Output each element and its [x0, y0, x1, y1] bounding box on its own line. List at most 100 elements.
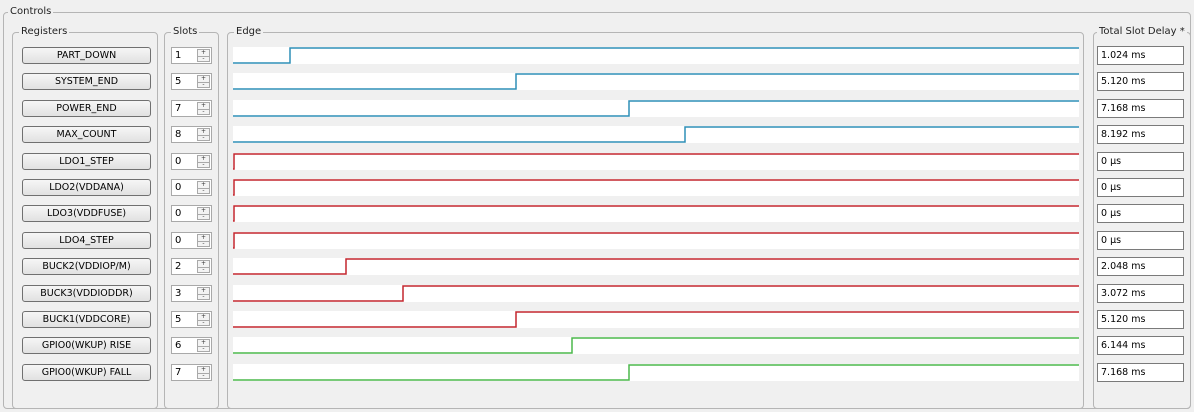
spin-up-icon[interactable]: +	[198, 288, 209, 295]
spin-down-icon[interactable]: -	[202, 134, 205, 141]
slot-spinbox[interactable]: 1 + -	[171, 47, 212, 64]
spin-up-icon[interactable]: +	[198, 76, 209, 83]
register-button[interactable]: GPIO0(WKUP) RISE	[22, 337, 151, 354]
edge-step-line	[233, 179, 1079, 196]
total-slot-delay-field[interactable]: 0 µs	[1097, 178, 1184, 197]
spin-down-icon[interactable]: -	[202, 161, 205, 168]
register-button[interactable]: LDO4_STEP	[22, 232, 151, 249]
register-button[interactable]: GPIO0(WKUP) FALL	[22, 364, 151, 381]
register-button[interactable]: LDO2(VDDANA)	[22, 179, 151, 196]
spin-up-icon[interactable]: +	[198, 261, 209, 268]
slot-spinbox[interactable]: 3 + -	[171, 285, 212, 302]
register-button[interactable]: BUCK2(VDDIOP/M)	[22, 258, 151, 275]
total-slot-delay-field[interactable]: 5.120 ms	[1097, 310, 1184, 329]
spin-down-icon[interactable]: -	[202, 213, 205, 220]
edge-step-line	[233, 285, 1079, 302]
slot-value[interactable]: 5	[175, 76, 182, 87]
slot-spinbox[interactable]: 5 + -	[171, 311, 212, 328]
spin-buttons: + -	[197, 102, 210, 115]
slot-spinbox[interactable]: 6 + -	[171, 337, 212, 354]
register-button[interactable]: LDO1_STEP	[22, 153, 151, 170]
edge-step-line	[233, 73, 1079, 90]
spin-buttons: + -	[197, 49, 210, 62]
total-slot-delay-field[interactable]: 3.072 ms	[1097, 284, 1184, 303]
spin-down-icon[interactable]: -	[202, 108, 205, 115]
slot-value[interactable]: 0	[175, 208, 182, 219]
edge-step-line	[233, 232, 1079, 249]
spin-up-icon[interactable]: +	[198, 208, 209, 215]
edge-waveform-row	[233, 285, 1079, 302]
edge-waveform	[233, 179, 1079, 196]
total-slot-delay-field[interactable]: 0 µs	[1097, 231, 1184, 250]
slot-spinbox[interactable]: 0 + -	[171, 232, 212, 249]
slot-value[interactable]: 5	[175, 314, 182, 325]
total-slot-delay-field[interactable]: 0 µs	[1097, 204, 1184, 223]
edge-waveform-row	[233, 100, 1079, 117]
spin-up-icon[interactable]: +	[198, 50, 209, 57]
spin-up-icon[interactable]: +	[198, 340, 209, 347]
spin-buttons: + -	[197, 181, 210, 194]
slot-spinbox[interactable]: 5 + -	[171, 73, 212, 90]
slot-value[interactable]: 3	[175, 288, 182, 299]
spin-down-icon[interactable]: -	[202, 345, 205, 352]
slot-value[interactable]: 6	[175, 340, 182, 351]
total-slot-delay-field[interactable]: 7.168 ms	[1097, 99, 1184, 118]
slot-spinbox[interactable]: 7 + -	[171, 100, 212, 117]
spin-up-icon[interactable]: +	[198, 182, 209, 189]
total-slot-delay-field[interactable]: 1.024 ms	[1097, 46, 1184, 65]
slots-legend: Slots	[171, 26, 200, 38]
register-button[interactable]: MAX_COUNT	[22, 126, 151, 143]
edge-step-line	[233, 47, 1079, 64]
slot-spinbox[interactable]: 0 + -	[171, 153, 212, 170]
slot-value[interactable]: 0	[175, 235, 182, 246]
total-slot-delay-field[interactable]: 6.144 ms	[1097, 336, 1184, 355]
slot-spinbox[interactable]: 8 + -	[171, 126, 212, 143]
spin-down-icon[interactable]: -	[202, 187, 205, 194]
register-button[interactable]: BUCK3(VDDIODDR)	[22, 285, 151, 302]
edge-step-line	[233, 337, 1079, 354]
register-button[interactable]: SYSTEM_END	[22, 73, 151, 90]
slot-value[interactable]: 8	[175, 129, 182, 140]
edge-step-line	[233, 258, 1079, 275]
register-button[interactable]: LDO3(VDDFUSE)	[22, 205, 151, 222]
edge-waveform-row	[233, 73, 1079, 90]
edge-waveform-row	[233, 337, 1079, 354]
register-button[interactable]: PART_DOWN	[22, 47, 151, 64]
edge-step-line	[233, 126, 1079, 143]
spin-buttons: + -	[197, 155, 210, 168]
spin-up-icon[interactable]: +	[198, 129, 209, 136]
spin-up-icon[interactable]: +	[198, 235, 209, 242]
spin-down-icon[interactable]: -	[202, 81, 205, 88]
slot-value[interactable]: 1	[175, 50, 182, 61]
spin-up-icon[interactable]: +	[198, 103, 209, 110]
slot-value[interactable]: 2	[175, 261, 182, 272]
spin-down-icon[interactable]: -	[202, 293, 205, 300]
register-button[interactable]: POWER_END	[22, 100, 151, 117]
total-slot-delay-field[interactable]: 5.120 ms	[1097, 72, 1184, 91]
total-slot-delay-field[interactable]: 0 µs	[1097, 152, 1184, 171]
slot-spinbox[interactable]: 0 + -	[171, 179, 212, 196]
slot-value[interactable]: 0	[175, 182, 182, 193]
registers-group: Registers	[12, 26, 158, 409]
total-slot-delay-field[interactable]: 2.048 ms	[1097, 257, 1184, 276]
slot-spinbox[interactable]: 7 + -	[171, 364, 212, 381]
spin-down-icon[interactable]: -	[202, 372, 205, 379]
slot-value[interactable]: 7	[175, 103, 182, 114]
spin-up-icon[interactable]: +	[198, 314, 209, 321]
edge-waveform-row	[233, 126, 1079, 143]
edge-waveform	[233, 100, 1079, 117]
slot-value[interactable]: 0	[175, 156, 182, 167]
total-slot-delay-field[interactable]: 8.192 ms	[1097, 125, 1184, 144]
spin-down-icon[interactable]: -	[202, 266, 205, 273]
total-slot-delay-field[interactable]: 7.168 ms	[1097, 363, 1184, 382]
spin-up-icon[interactable]: +	[198, 156, 209, 163]
spin-up-icon[interactable]: +	[198, 367, 209, 374]
register-button[interactable]: BUCK1(VDDCORE)	[22, 311, 151, 328]
edge-waveform	[233, 258, 1079, 275]
slot-spinbox[interactable]: 2 + -	[171, 258, 212, 275]
spin-down-icon[interactable]: -	[202, 319, 205, 326]
spin-down-icon[interactable]: -	[202, 240, 205, 247]
slot-spinbox[interactable]: 0 + -	[171, 205, 212, 222]
spin-down-icon[interactable]: -	[202, 55, 205, 62]
slot-value[interactable]: 7	[175, 367, 182, 378]
